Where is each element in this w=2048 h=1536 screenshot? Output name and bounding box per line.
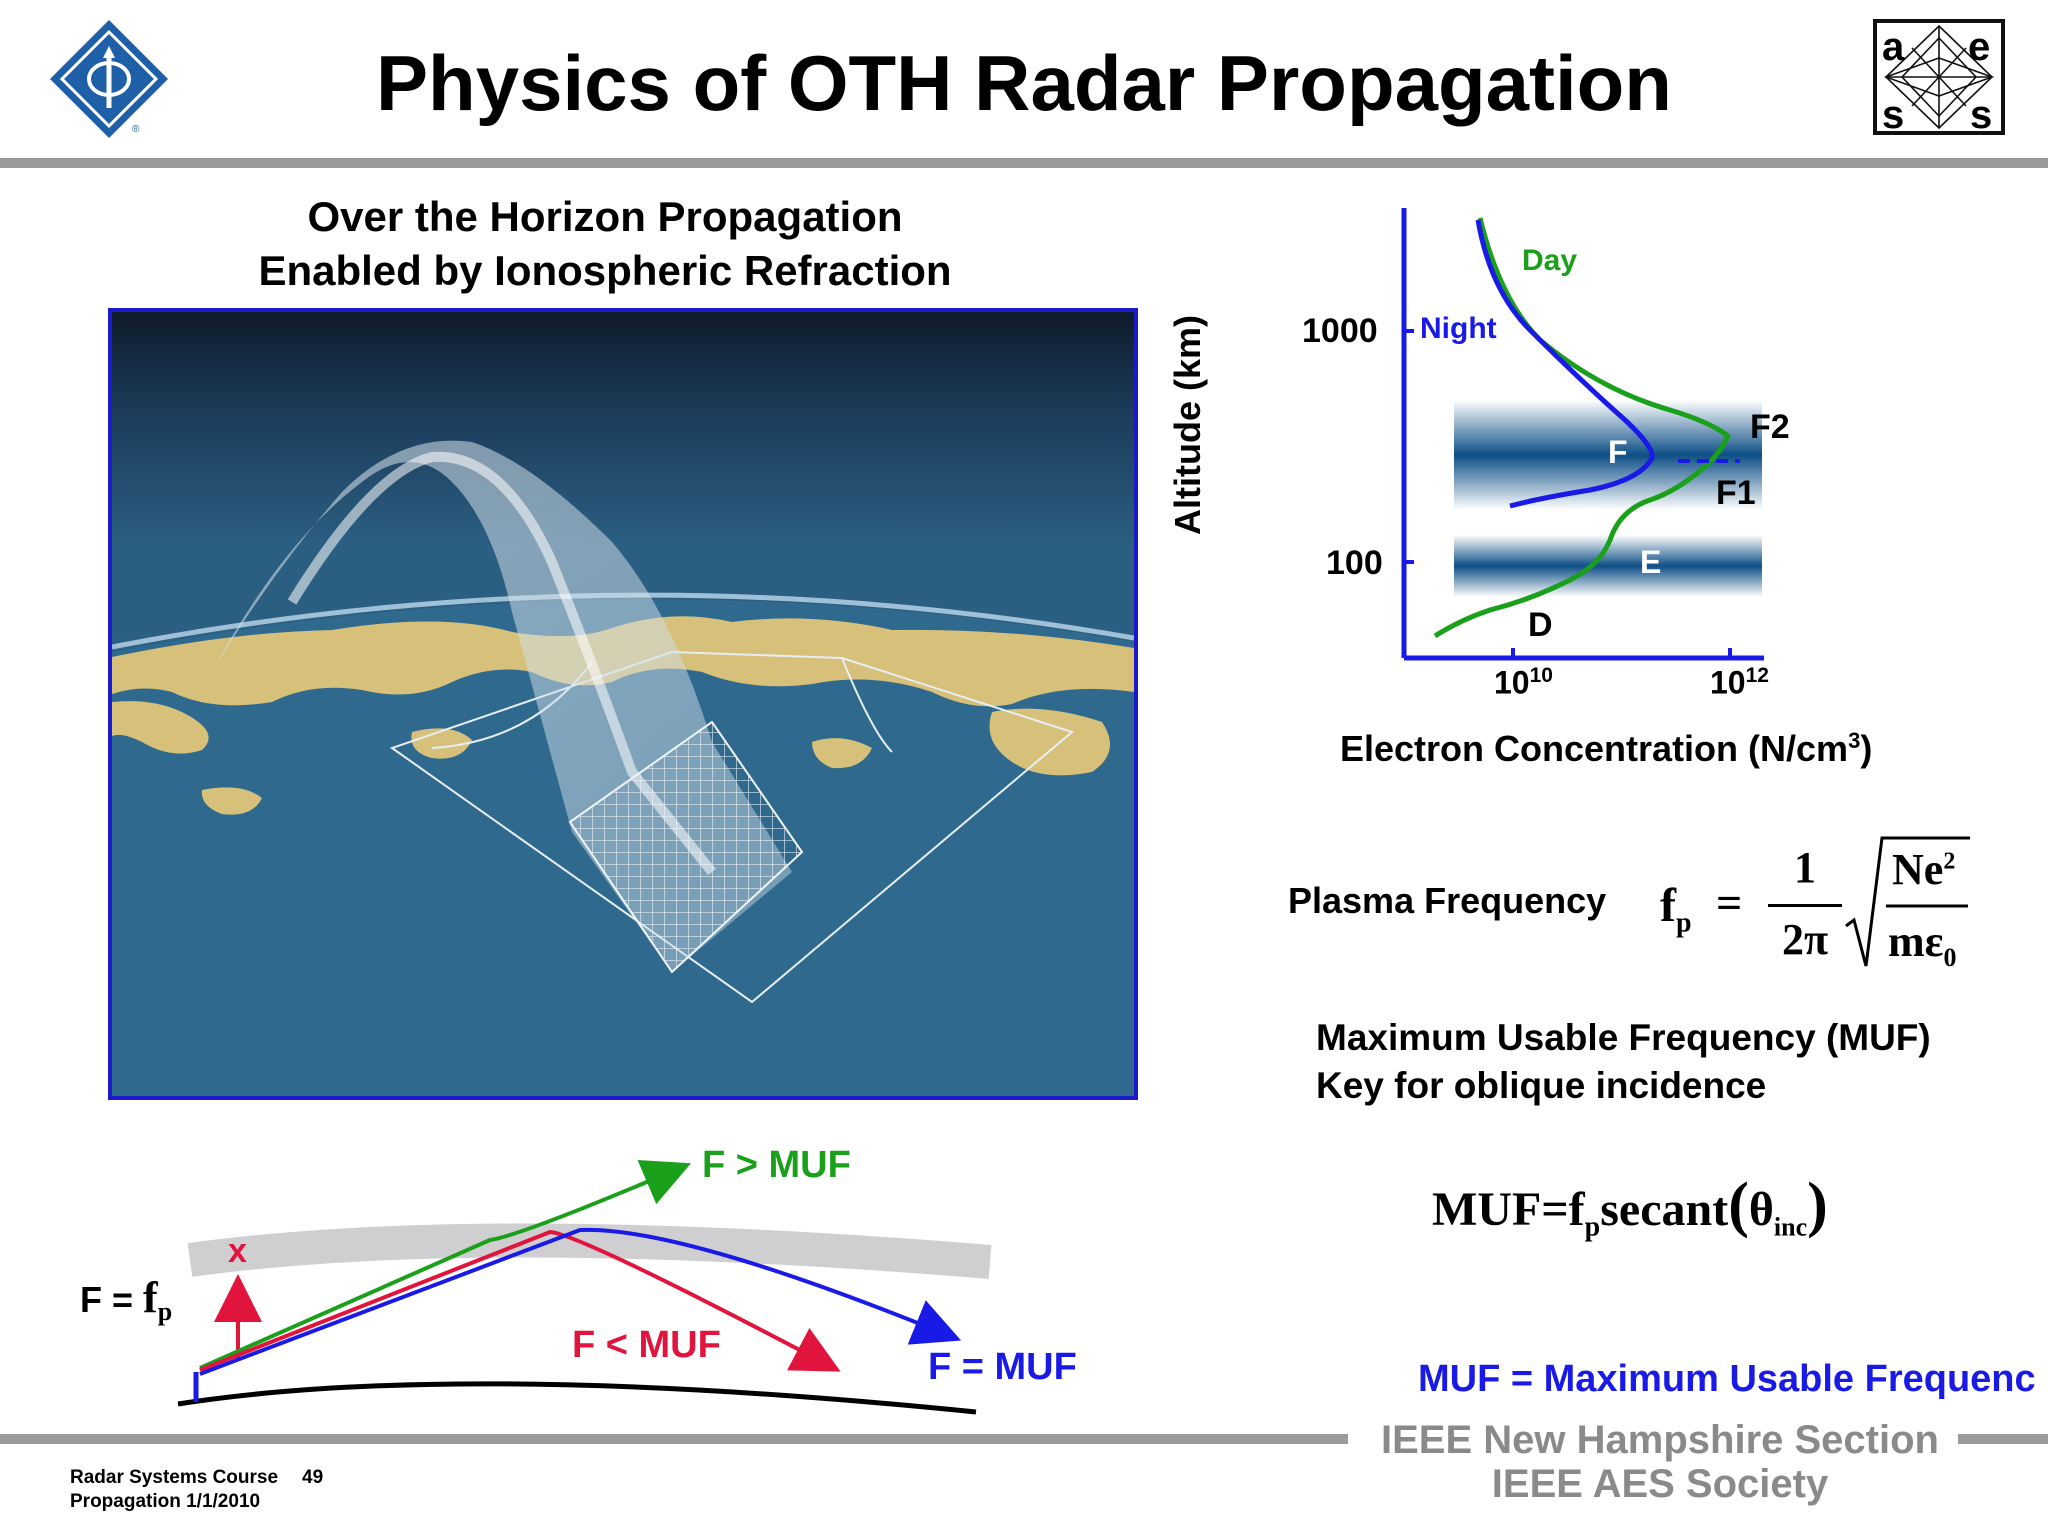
earth-surface	[177, 1381, 977, 1415]
aes-letter-s2: s	[1970, 93, 1992, 136]
aes-logo: a e s s	[1872, 18, 2006, 137]
ytick-1000: 1000	[1302, 312, 1378, 350]
slide-title: Physics of OTH Radar Propagation	[376, 39, 1672, 127]
blue-ray-label: F = MUF	[928, 1346, 1077, 1388]
muf-line-1: Maximum Usable Frequency (MUF)	[1316, 1017, 1931, 1058]
header-divider	[0, 158, 2048, 168]
ieee-logo: ®	[48, 18, 170, 140]
f1-label: F1	[1716, 474, 1756, 512]
ionosphere-band	[187, 1223, 992, 1279]
plasma-frequency-formula: fp = 1 2π Ne2 mε0	[1660, 830, 1970, 980]
footer-course-info: Radar Systems Course 49 Propagation 1/1/2…	[70, 1466, 323, 1514]
xtick-1e12: 1012	[1710, 664, 1769, 701]
f-equals-fp-label: F = fp	[80, 1273, 173, 1327]
f-label: F	[1608, 434, 1628, 470]
blue-ray	[199, 1227, 962, 1376]
d-label: D	[1528, 606, 1553, 644]
muf-definition: MUF = Maximum Usable Frequenc	[1418, 1358, 2036, 1400]
e-label: E	[1640, 544, 1662, 580]
muf-line-2: Key for oblique incidence	[1316, 1065, 1767, 1106]
muf-text: Maximum Usable Frequency (MUF) Key for o…	[1316, 1014, 1931, 1110]
subtitle-line-2: Enabled by Ionospheric Refraction	[258, 247, 952, 294]
ray-diagram	[60, 1140, 1100, 1430]
page-number: 49	[302, 1467, 324, 1488]
society-line-1: IEEE New Hampshire Section	[1381, 1418, 1939, 1462]
ionosphere-illustration	[108, 308, 1138, 1100]
electron-profile-plot	[1240, 190, 1920, 720]
night-curve	[1475, 219, 1655, 509]
footer-divider-left	[0, 1434, 1348, 1444]
xtick-1e10: 1010	[1494, 664, 1553, 701]
f-layer-band	[1454, 400, 1762, 510]
green-ray	[199, 1159, 692, 1370]
aes-letter-e: e	[1968, 25, 1990, 69]
day-label: Day	[1522, 244, 1578, 277]
aes-letter-a: a	[1882, 25, 1905, 69]
x-mark: x	[228, 1232, 247, 1270]
course-name: Radar Systems Course	[70, 1467, 279, 1488]
night-label: Night	[1420, 312, 1497, 345]
y-axis-label: Altitude (km)	[1167, 315, 1208, 535]
red-ray-label: F < MUF	[572, 1324, 721, 1366]
left-panel-subtitle: Over the Horizon Propagation Enabled by …	[160, 190, 1050, 298]
subtitle-line-1: Over the Horizon Propagation	[307, 193, 903, 240]
f2-label: F2	[1750, 408, 1790, 446]
society-line-2: IEEE AES Society	[1491, 1462, 1829, 1506]
plasma-frequency-label: Plasma Frequency	[1288, 880, 1607, 921]
green-ray-label: F > MUF	[702, 1144, 851, 1186]
red-ray	[199, 1229, 841, 1372]
svg-text:®: ®	[132, 124, 140, 135]
aes-letter-s1: s	[1882, 93, 1904, 136]
footer-society: IEEE New Hampshire Section IEEE AES Soci…	[1340, 1418, 1980, 1506]
course-topic-date: Propagation 1/1/2010	[70, 1491, 261, 1512]
muf-formula: MUF=fpsecant(θinc)	[1432, 1171, 1828, 1243]
x-axis-label: Electron Concentration (N/cm3)	[1340, 728, 1873, 769]
footer-divider-right	[1958, 1434, 2048, 1444]
ytick-100: 100	[1326, 544, 1383, 582]
day-curve	[1433, 217, 1732, 639]
